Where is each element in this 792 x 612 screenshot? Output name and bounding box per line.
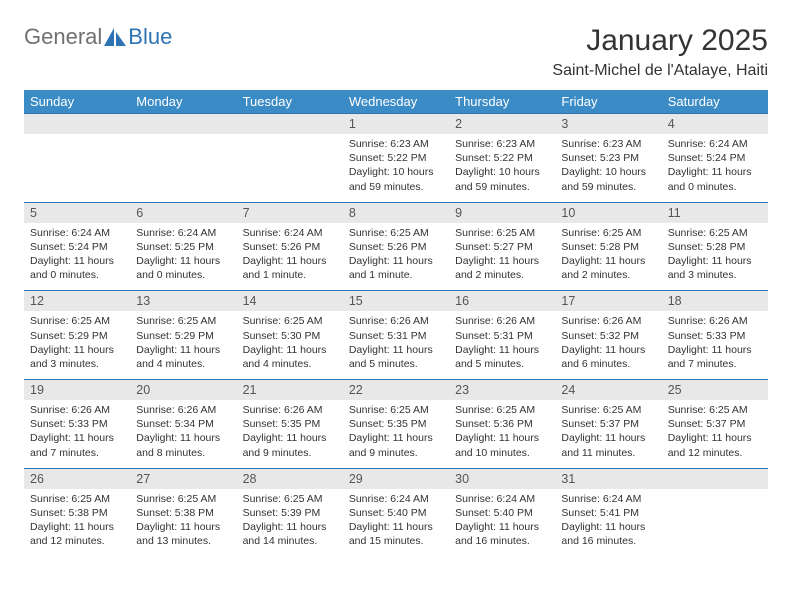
calendar-table: Sunday Monday Tuesday Wednesday Thursday…: [24, 90, 768, 556]
day-detail-cell: Sunrise: 6:25 AMSunset: 5:26 PMDaylight:…: [343, 223, 449, 291]
day-header: Tuesday: [237, 90, 343, 114]
day-number-cell: 8: [343, 202, 449, 223]
day-number-cell: 24: [555, 380, 661, 401]
day-header: Friday: [555, 90, 661, 114]
day-detail-cell: Sunrise: 6:23 AMSunset: 5:23 PMDaylight:…: [555, 134, 661, 202]
day-header: Saturday: [662, 90, 768, 114]
day-number-cell: [662, 468, 768, 489]
day-number-cell: 28: [237, 468, 343, 489]
day-detail-cell: Sunrise: 6:24 AMSunset: 5:41 PMDaylight:…: [555, 489, 661, 557]
day-detail-cell: Sunrise: 6:24 AMSunset: 5:24 PMDaylight:…: [24, 223, 130, 291]
day-number-cell: [130, 114, 236, 135]
day-number-cell: 26: [24, 468, 130, 489]
logo-text-blue: Blue: [128, 24, 172, 50]
day-number-cell: 22: [343, 380, 449, 401]
day-detail-cell: Sunrise: 6:24 AMSunset: 5:26 PMDaylight:…: [237, 223, 343, 291]
day-number-cell: 30: [449, 468, 555, 489]
day-number-cell: 10: [555, 202, 661, 223]
day-number-cell: 19: [24, 380, 130, 401]
day-number-cell: 20: [130, 380, 236, 401]
page-title: January 2025: [552, 24, 768, 58]
daynum-row: 262728293031: [24, 468, 768, 489]
daynum-row: 1234: [24, 114, 768, 135]
day-detail-cell: Sunrise: 6:25 AMSunset: 5:36 PMDaylight:…: [449, 400, 555, 468]
day-number-cell: 2: [449, 114, 555, 135]
day-number-cell: 25: [662, 380, 768, 401]
day-detail-cell: Sunrise: 6:25 AMSunset: 5:29 PMDaylight:…: [24, 311, 130, 379]
day-number-cell: 27: [130, 468, 236, 489]
day-number-cell: 3: [555, 114, 661, 135]
page-subtitle: Saint-Michel de l'Atalaye, Haiti: [552, 62, 768, 80]
day-number-cell: 31: [555, 468, 661, 489]
daynum-row: 12131415161718: [24, 291, 768, 312]
day-detail-cell: Sunrise: 6:24 AMSunset: 5:40 PMDaylight:…: [343, 489, 449, 557]
day-number-cell: 4: [662, 114, 768, 135]
day-detail-cell: Sunrise: 6:26 AMSunset: 5:32 PMDaylight:…: [555, 311, 661, 379]
day-detail-cell: Sunrise: 6:26 AMSunset: 5:34 PMDaylight:…: [130, 400, 236, 468]
day-detail-cell: Sunrise: 6:25 AMSunset: 5:27 PMDaylight:…: [449, 223, 555, 291]
day-header: Thursday: [449, 90, 555, 114]
day-number-cell: [237, 114, 343, 135]
day-number-cell: 21: [237, 380, 343, 401]
day-detail-cell: Sunrise: 6:26 AMSunset: 5:35 PMDaylight:…: [237, 400, 343, 468]
day-header: Sunday: [24, 90, 130, 114]
detail-row: Sunrise: 6:25 AMSunset: 5:38 PMDaylight:…: [24, 489, 768, 557]
day-number-cell: 7: [237, 202, 343, 223]
day-detail-cell: [237, 134, 343, 202]
day-detail-cell: Sunrise: 6:25 AMSunset: 5:37 PMDaylight:…: [662, 400, 768, 468]
detail-row: Sunrise: 6:25 AMSunset: 5:29 PMDaylight:…: [24, 311, 768, 379]
day-detail-cell: [662, 489, 768, 557]
day-number-cell: 5: [24, 202, 130, 223]
day-number-cell: [24, 114, 130, 135]
day-detail-cell: Sunrise: 6:25 AMSunset: 5:28 PMDaylight:…: [555, 223, 661, 291]
day-detail-cell: Sunrise: 6:25 AMSunset: 5:28 PMDaylight:…: [662, 223, 768, 291]
day-detail-cell: Sunrise: 6:25 AMSunset: 5:30 PMDaylight:…: [237, 311, 343, 379]
detail-row: Sunrise: 6:26 AMSunset: 5:33 PMDaylight:…: [24, 400, 768, 468]
day-detail-cell: Sunrise: 6:25 AMSunset: 5:35 PMDaylight:…: [343, 400, 449, 468]
day-detail-cell: Sunrise: 6:25 AMSunset: 5:38 PMDaylight:…: [130, 489, 236, 557]
header: General Blue January 2025 Saint-Michel d…: [24, 24, 768, 80]
day-number-cell: 18: [662, 291, 768, 312]
day-number-cell: 11: [662, 202, 768, 223]
day-detail-cell: Sunrise: 6:23 AMSunset: 5:22 PMDaylight:…: [343, 134, 449, 202]
day-header-row: Sunday Monday Tuesday Wednesday Thursday…: [24, 90, 768, 114]
day-header: Monday: [130, 90, 236, 114]
day-detail-cell: [24, 134, 130, 202]
day-detail-cell: Sunrise: 6:26 AMSunset: 5:31 PMDaylight:…: [343, 311, 449, 379]
day-number-cell: 16: [449, 291, 555, 312]
day-detail-cell: Sunrise: 6:25 AMSunset: 5:29 PMDaylight:…: [130, 311, 236, 379]
day-number-cell: 29: [343, 468, 449, 489]
detail-row: Sunrise: 6:23 AMSunset: 5:22 PMDaylight:…: [24, 134, 768, 202]
calendar-body: 1234Sunrise: 6:23 AMSunset: 5:22 PMDayli…: [24, 114, 768, 557]
day-detail-cell: Sunrise: 6:26 AMSunset: 5:31 PMDaylight:…: [449, 311, 555, 379]
day-detail-cell: [130, 134, 236, 202]
day-number-cell: 13: [130, 291, 236, 312]
day-detail-cell: Sunrise: 6:26 AMSunset: 5:33 PMDaylight:…: [662, 311, 768, 379]
day-number-cell: 14: [237, 291, 343, 312]
day-detail-cell: Sunrise: 6:25 AMSunset: 5:38 PMDaylight:…: [24, 489, 130, 557]
day-number-cell: 12: [24, 291, 130, 312]
day-number-cell: 15: [343, 291, 449, 312]
day-detail-cell: Sunrise: 6:23 AMSunset: 5:22 PMDaylight:…: [449, 134, 555, 202]
day-detail-cell: Sunrise: 6:26 AMSunset: 5:33 PMDaylight:…: [24, 400, 130, 468]
day-detail-cell: Sunrise: 6:24 AMSunset: 5:25 PMDaylight:…: [130, 223, 236, 291]
day-detail-cell: Sunrise: 6:24 AMSunset: 5:40 PMDaylight:…: [449, 489, 555, 557]
logo-text-general: General: [24, 24, 102, 50]
logo: General Blue: [24, 24, 172, 50]
day-detail-cell: Sunrise: 6:25 AMSunset: 5:37 PMDaylight:…: [555, 400, 661, 468]
day-detail-cell: Sunrise: 6:24 AMSunset: 5:24 PMDaylight:…: [662, 134, 768, 202]
daynum-row: 19202122232425: [24, 380, 768, 401]
day-header: Wednesday: [343, 90, 449, 114]
day-number-cell: 1: [343, 114, 449, 135]
sail-icon: [104, 28, 126, 46]
daynum-row: 567891011: [24, 202, 768, 223]
day-number-cell: 9: [449, 202, 555, 223]
day-detail-cell: Sunrise: 6:25 AMSunset: 5:39 PMDaylight:…: [237, 489, 343, 557]
day-number-cell: 6: [130, 202, 236, 223]
detail-row: Sunrise: 6:24 AMSunset: 5:24 PMDaylight:…: [24, 223, 768, 291]
day-number-cell: 17: [555, 291, 661, 312]
title-block: January 2025 Saint-Michel de l'Atalaye, …: [552, 24, 768, 80]
day-number-cell: 23: [449, 380, 555, 401]
